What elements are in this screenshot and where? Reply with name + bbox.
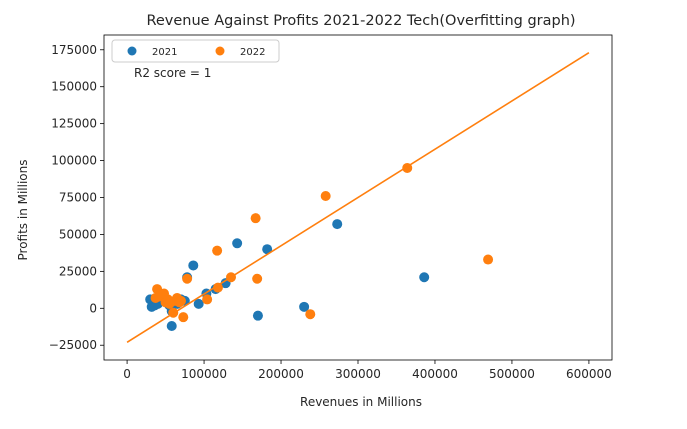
x-tick-label: 200000: [258, 367, 304, 381]
legend-label-2022: 2022: [240, 47, 265, 58]
legend-label-2021: 2021: [152, 47, 177, 58]
r2-score-annotation: R2 score = 1: [134, 66, 211, 80]
point-2022-20: [252, 273, 263, 284]
x-axis-label: Revenues in Millions: [300, 395, 422, 409]
legend: 2021 2022: [111, 39, 280, 63]
point-2022-21: [305, 309, 316, 320]
x-tick-label: 100000: [181, 367, 227, 381]
y-tick-label: −25000: [49, 338, 97, 352]
fit-line-layer: [126, 52, 590, 343]
series-2022: [150, 162, 494, 323]
y-tick-label: 125000: [51, 117, 97, 131]
x-tick-label: 500000: [489, 367, 535, 381]
point-2021-15: [193, 298, 204, 309]
point-2021-24: [419, 272, 430, 283]
point-2022-12: [175, 295, 186, 306]
chart-title: Revenue Against Profits 2021-2022 Tech(O…: [146, 13, 575, 29]
legend-marker-2021: [127, 46, 137, 56]
x-axis-ticks: 0 100000 200000 300000 400000 500000 600000: [123, 360, 612, 381]
y-tick-label: 0: [89, 301, 97, 315]
point-2022-14: [182, 273, 193, 284]
point-2021-19: [232, 238, 243, 249]
y-tick-label: 25000: [59, 264, 97, 278]
data-points: [145, 162, 494, 332]
x-tick-label: 300000: [335, 367, 381, 381]
x-tick-label: 400000: [412, 367, 458, 381]
point-2022-24: [483, 254, 494, 265]
x-tick-label: 0: [123, 367, 131, 381]
point-2021-20: [252, 310, 263, 321]
point-2021-14: [188, 260, 199, 271]
y-tick-label: 100000: [51, 154, 97, 168]
legend-box: [111, 39, 280, 63]
point-2022-19: [250, 213, 261, 224]
point-2022-22: [320, 191, 331, 202]
y-tick-label: 75000: [59, 191, 97, 205]
y-axis-label: Profits in Millions: [16, 159, 30, 260]
y-axis-ticks: −25000 0 25000 50000 75000 100000 125000 150000…: [49, 43, 104, 352]
y-tick-label: 175000: [51, 43, 97, 57]
y-tick-label: 50000: [59, 227, 97, 241]
point-2022-17: [212, 282, 223, 293]
point-2021-21: [262, 244, 273, 255]
point-2021-8: [166, 321, 177, 332]
regression-line: [126, 52, 590, 343]
legend-marker-2022: [215, 46, 225, 56]
point-2021-22: [299, 301, 310, 312]
point-2022-15: [202, 294, 213, 305]
x-tick-label: 600000: [566, 367, 612, 381]
point-2021-23: [332, 219, 343, 230]
point-2022-16: [212, 245, 223, 256]
y-tick-label: 150000: [51, 80, 97, 94]
point-2022-13: [178, 312, 189, 323]
